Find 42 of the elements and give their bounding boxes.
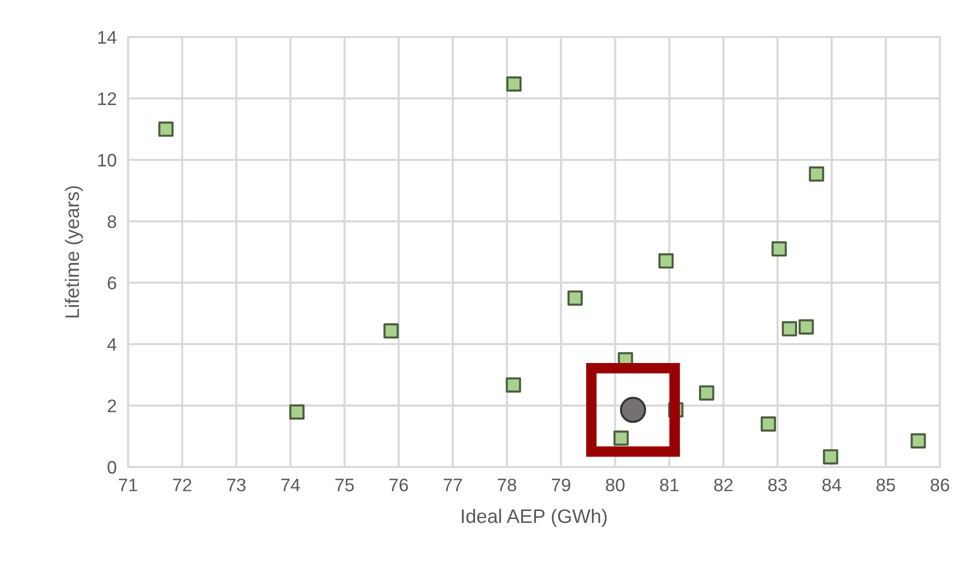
y-tick-label: 4 xyxy=(107,338,116,351)
point xyxy=(383,323,399,339)
y-tick-label: 6 xyxy=(108,276,116,290)
x-axis-title: Ideal AEP (GWh) xyxy=(462,508,607,527)
point xyxy=(798,319,814,335)
y-tick-label: 14 xyxy=(98,31,116,44)
x-tick-label: 74 xyxy=(281,478,300,492)
point xyxy=(822,449,838,464)
x-tick-label: 86 xyxy=(930,478,950,492)
point xyxy=(699,385,714,401)
point xyxy=(772,241,787,257)
point xyxy=(289,404,305,420)
y-tick-label: 8 xyxy=(108,215,116,228)
point xyxy=(613,430,629,446)
point xyxy=(808,166,824,182)
x-tick-label: 80 xyxy=(606,478,625,492)
point xyxy=(567,290,583,306)
y-tick-label: 12 xyxy=(98,92,116,105)
x-tick-label: 79 xyxy=(552,478,570,492)
x-tick-label: 81 xyxy=(660,478,678,492)
y-tick-label: 10 xyxy=(98,154,116,167)
x-tick-label: 77 xyxy=(444,478,462,492)
point xyxy=(658,253,674,269)
x-tick-label: 75 xyxy=(335,478,354,492)
x-tick-label: 83 xyxy=(768,478,787,492)
point xyxy=(158,122,174,137)
y-tick-label: 2 xyxy=(108,399,116,412)
point xyxy=(760,416,776,432)
point xyxy=(506,76,522,92)
x-tick-label: 76 xyxy=(390,478,408,492)
x-tick-label: 73 xyxy=(227,478,246,492)
x-tick-label: 72 xyxy=(173,478,192,492)
point xyxy=(506,377,522,393)
x-tick-label: 71 xyxy=(118,478,138,492)
x-tick-label: 78 xyxy=(498,478,516,492)
x-tick-label: 84 xyxy=(822,478,842,492)
y-tick-label: 0 xyxy=(108,460,116,474)
y-axis-title: Lifetime (years) xyxy=(64,186,83,318)
point xyxy=(910,433,926,449)
x-tick-label: 82 xyxy=(714,478,733,492)
x-tick-label: 85 xyxy=(876,478,896,492)
point xyxy=(782,321,798,336)
